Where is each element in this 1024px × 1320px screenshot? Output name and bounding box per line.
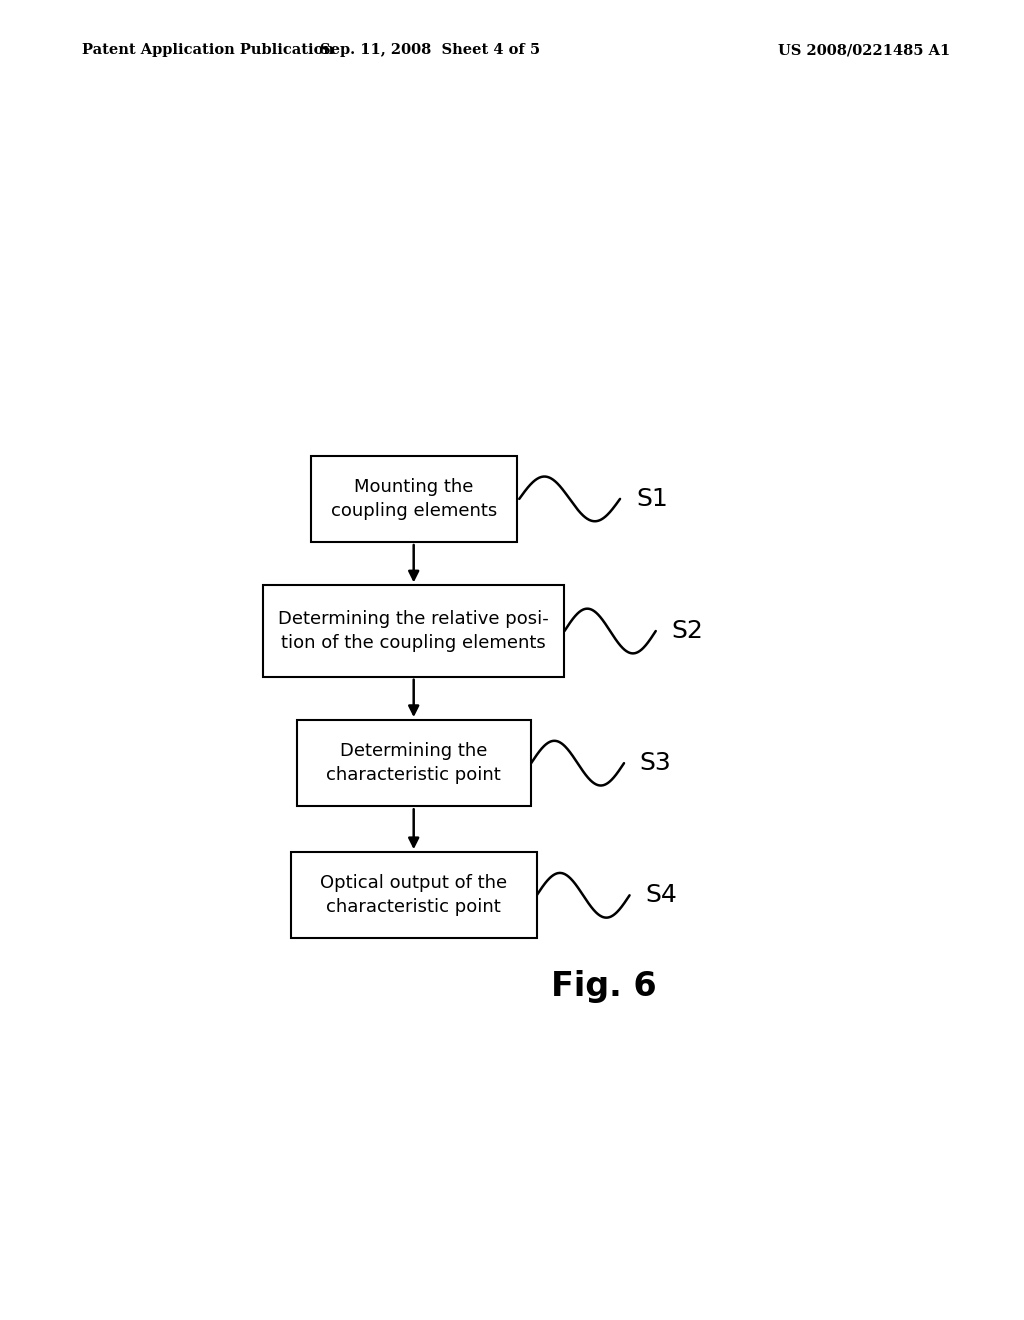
Text: S3: S3 [640, 751, 672, 775]
Text: Mounting the
coupling elements: Mounting the coupling elements [331, 478, 497, 520]
Text: Sep. 11, 2008  Sheet 4 of 5: Sep. 11, 2008 Sheet 4 of 5 [321, 44, 540, 57]
Text: S4: S4 [645, 883, 677, 907]
Text: Determining the relative posi-
tion of the coupling elements: Determining the relative posi- tion of t… [279, 610, 549, 652]
FancyBboxPatch shape [291, 853, 537, 939]
Text: US 2008/0221485 A1: US 2008/0221485 A1 [778, 44, 950, 57]
Text: Fig. 6: Fig. 6 [551, 970, 657, 1003]
Text: S2: S2 [672, 619, 703, 643]
FancyBboxPatch shape [310, 455, 517, 543]
Text: Patent Application Publication: Patent Application Publication [82, 44, 334, 57]
Text: S1: S1 [636, 487, 668, 511]
FancyBboxPatch shape [297, 719, 530, 807]
Text: Optical output of the
characteristic point: Optical output of the characteristic poi… [321, 874, 507, 916]
FancyBboxPatch shape [263, 585, 564, 677]
Text: Determining the
characteristic point: Determining the characteristic point [327, 742, 501, 784]
